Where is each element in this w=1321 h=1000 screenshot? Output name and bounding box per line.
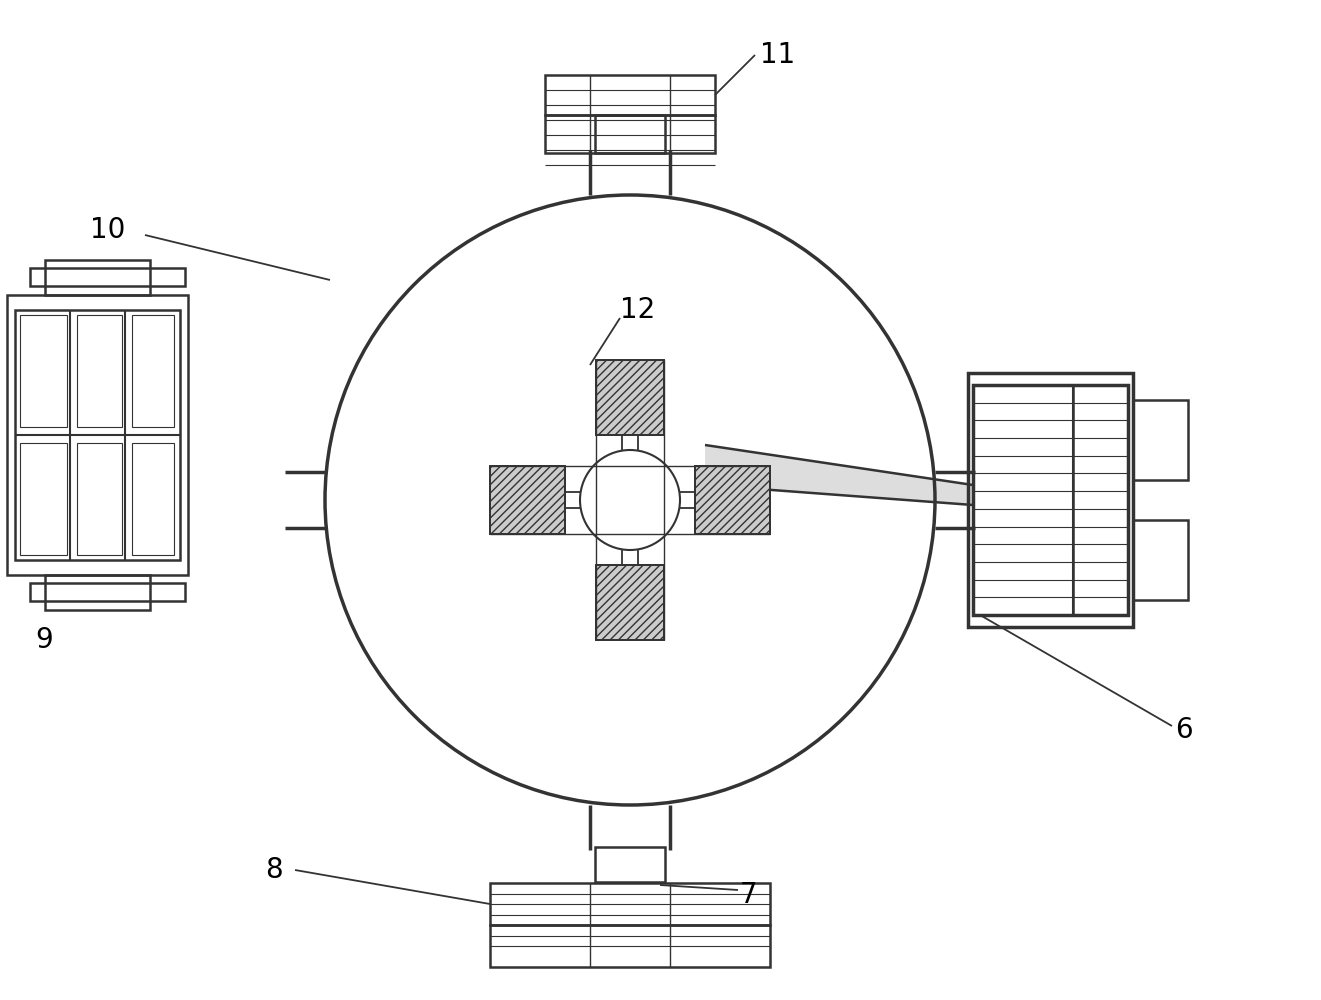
Text: 10: 10: [90, 216, 125, 244]
Bar: [30, 268, 185, 286]
Text: 12: 12: [620, 296, 655, 324]
Bar: [546, 75, 715, 115]
Bar: [15, 310, 180, 560]
Bar: [7, 295, 188, 575]
Bar: [695, 466, 770, 534]
Text: 11: 11: [760, 41, 795, 69]
Bar: [132, 443, 174, 555]
Text: 6: 6: [1174, 716, 1193, 744]
Bar: [974, 385, 1073, 615]
Bar: [546, 115, 715, 153]
Bar: [132, 315, 174, 427]
Bar: [974, 385, 1128, 615]
Bar: [490, 925, 770, 967]
Bar: [490, 883, 770, 925]
Bar: [596, 565, 664, 640]
Bar: [490, 466, 565, 534]
Bar: [596, 360, 664, 435]
Bar: [1133, 400, 1188, 480]
Bar: [596, 565, 664, 640]
Bar: [45, 260, 151, 295]
Bar: [30, 583, 185, 601]
Bar: [77, 443, 122, 555]
Text: 8: 8: [266, 856, 283, 884]
Bar: [968, 373, 1133, 627]
Polygon shape: [705, 445, 974, 505]
Bar: [594, 115, 664, 153]
Bar: [594, 847, 664, 882]
Bar: [20, 315, 67, 427]
Bar: [596, 360, 664, 435]
Text: 9: 9: [34, 626, 53, 654]
Bar: [1133, 520, 1188, 600]
Bar: [45, 575, 151, 610]
Bar: [695, 466, 770, 534]
Bar: [20, 443, 67, 555]
Bar: [490, 466, 565, 534]
Text: 7: 7: [740, 881, 758, 909]
Bar: [77, 315, 122, 427]
